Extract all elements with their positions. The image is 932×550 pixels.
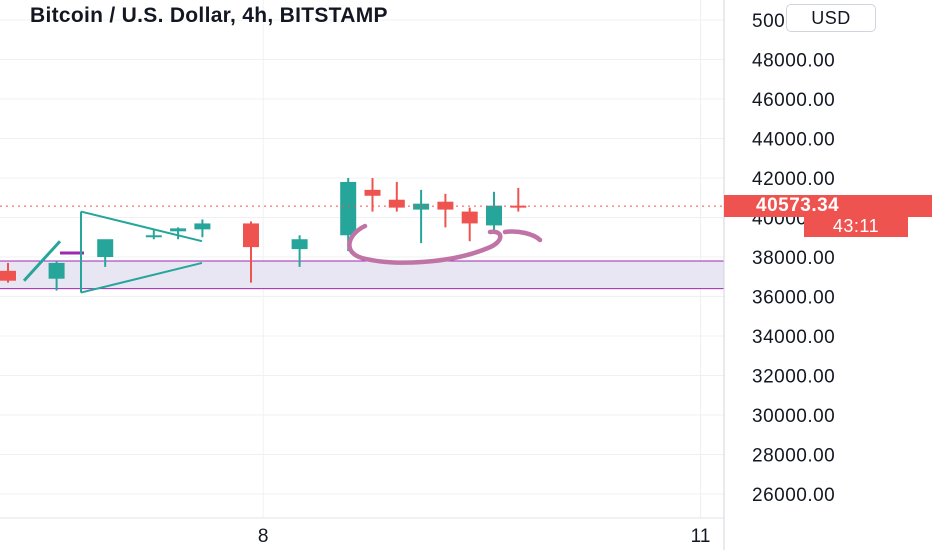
candle	[413, 189, 430, 244]
candle-body	[48, 262, 65, 279]
last-price-label: 40573.34	[724, 195, 932, 217]
candle	[145, 229, 162, 240]
price-tick-label: 36000.00	[752, 288, 835, 309]
candle	[461, 207, 478, 242]
candle-body	[170, 228, 187, 232]
support-zone	[0, 260, 724, 290]
support-zone-fill	[0, 260, 724, 289]
candle	[0, 262, 16, 283]
scribble-drawing	[347, 223, 543, 265]
candles	[0, 178, 527, 291]
candle	[97, 239, 114, 267]
chart-title: Bitcoin / U.S. Dollar, 4h, BITSTAMP	[30, 4, 388, 27]
price-tick-label: 38000.00	[752, 248, 835, 269]
price-tick-label: 48000.00	[752, 51, 835, 72]
candle	[437, 193, 454, 228]
price-tick-label: 30000.00	[752, 406, 835, 427]
candle-body	[291, 239, 308, 250]
bar-countdown-label: 43:11	[804, 216, 908, 237]
price-tick-label: 42000.00	[752, 169, 835, 190]
grid	[0, 0, 724, 518]
price-tick-label: 28000.00	[752, 446, 835, 467]
price-tick-label: 34000.00	[752, 327, 835, 348]
candle-body	[243, 223, 259, 248]
candle	[340, 178, 357, 252]
candle-body	[437, 201, 454, 210]
scribble-path	[347, 223, 543, 265]
time-axis[interactable]: 8 11	[258, 526, 711, 547]
candle	[291, 235, 308, 267]
time-tick-label: 11	[691, 526, 711, 547]
candle-body	[364, 189, 381, 196]
candle-body	[461, 211, 478, 224]
triangle-upper-edge	[80, 210, 203, 243]
candle-body	[145, 235, 162, 238]
candle	[48, 260, 65, 291]
price-tick-label: 32000.00	[752, 367, 835, 388]
candle	[388, 181, 405, 212]
price-axis[interactable]: 50000.0048000.0046000.0044000.0042000.00…	[752, 11, 835, 506]
trend-arrow-line	[22, 240, 62, 282]
candle-body	[194, 223, 211, 230]
candle-body	[0, 270, 16, 281]
candle	[243, 221, 259, 283]
candle	[194, 219, 211, 238]
price-tick-label: 26000.00	[752, 485, 835, 506]
price-tick-label: 46000.00	[752, 90, 835, 111]
candle-body	[510, 205, 527, 208]
triangle-pattern-drawing	[22, 210, 203, 294]
candle	[486, 191, 502, 232]
candle-body	[486, 205, 502, 226]
candle	[170, 227, 187, 240]
currency-button[interactable]: USD	[786, 4, 876, 32]
candle-body	[340, 181, 357, 236]
candle	[510, 187, 527, 212]
triangle-lower-edge	[80, 261, 203, 294]
candle-body	[388, 199, 405, 208]
time-tick-label: 8	[258, 526, 269, 547]
candle-body	[97, 239, 114, 257]
price-tick-label: 44000.00	[752, 130, 835, 151]
